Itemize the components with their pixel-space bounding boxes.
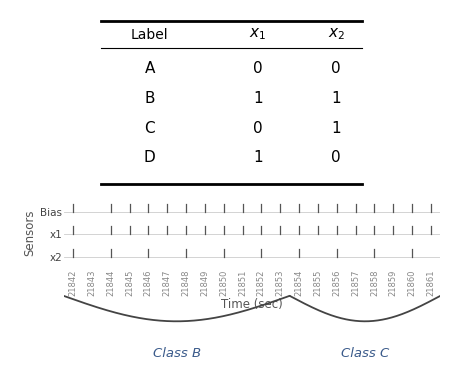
Text: C: C	[144, 121, 155, 135]
Text: 0: 0	[253, 61, 262, 76]
Text: $x_2$: $x_2$	[328, 27, 345, 42]
Text: 1: 1	[331, 91, 341, 106]
Text: 1: 1	[253, 150, 262, 165]
Text: 1: 1	[253, 91, 262, 106]
Text: Label: Label	[131, 27, 168, 42]
Text: $x_1$: $x_1$	[249, 27, 266, 42]
Y-axis label: Sensors: Sensors	[23, 209, 36, 256]
Text: 1: 1	[331, 121, 341, 135]
Text: D: D	[144, 150, 156, 165]
X-axis label: Time (sec): Time (sec)	[221, 298, 283, 311]
Text: Class C: Class C	[341, 347, 389, 360]
Text: 0: 0	[331, 150, 341, 165]
Text: A: A	[145, 61, 155, 76]
Text: 0: 0	[253, 121, 262, 135]
Text: Class B: Class B	[153, 347, 201, 360]
Text: 0: 0	[331, 61, 341, 76]
Text: B: B	[144, 91, 155, 106]
